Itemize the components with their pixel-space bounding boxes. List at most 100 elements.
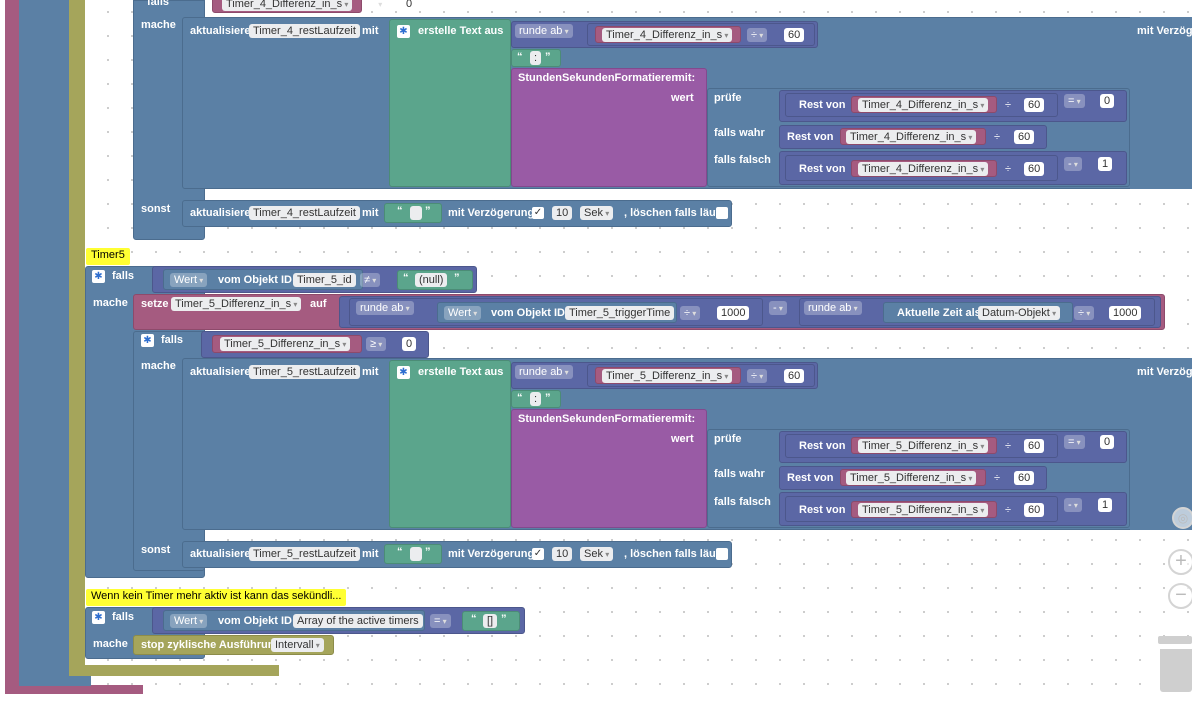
zoom-in-icon[interactable]: + <box>1168 549 1192 575</box>
num-sixty[interactable]: 60 <box>1024 98 1045 112</box>
delay-checkbox[interactable]: ✓ <box>532 548 544 560</box>
timer5-text-join[interactable] <box>389 360 511 528</box>
dd-intervall[interactable]: Intervall <box>271 638 324 652</box>
var-t5-id[interactable]: Timer_5_id <box>293 273 356 287</box>
comment-kein-timer[interactable]: Wenn kein Timer mehr aktiv ist kann das … <box>86 589 347 606</box>
op-div[interactable]: ÷ <box>680 306 701 320</box>
num-thousand[interactable]: 1000 <box>1109 306 1142 320</box>
clear-checkbox[interactable] <box>716 207 728 219</box>
quote-close-icon: ” <box>425 546 431 558</box>
var-t5-trigger[interactable]: Timer_5_triggerTime <box>565 306 675 320</box>
empty-text-field[interactable] <box>410 206 422 220</box>
op-div: ÷ <box>1005 99 1012 111</box>
kw-stunden: StundenSekundenFormatieren <box>518 413 679 425</box>
var-t5-rest[interactable]: Timer_5_restLaufzeit <box>249 365 360 379</box>
unit-sek[interactable]: Sek <box>580 547 614 561</box>
comment-timer5[interactable]: Timer5 <box>86 248 130 265</box>
gear-icon[interactable]: ✱ <box>92 611 105 624</box>
num-sixty[interactable]: 60 <box>784 28 805 42</box>
num-one[interactable]: 1 <box>1098 498 1113 512</box>
var-t4-diff[interactable]: Timer_4_Differenz_in_s <box>602 28 733 42</box>
unit-sek[interactable]: Sek <box>580 206 614 220</box>
gear-icon[interactable]: ✱ <box>92 270 105 283</box>
num-sixty[interactable]: 60 <box>1014 471 1035 485</box>
var-t4-diff[interactable]: Timer_4_Differenz_in_s <box>858 98 989 112</box>
dd-runde-ab[interactable]: runde ab <box>356 301 414 315</box>
var-t4-diff[interactable]: Timer_4_Differenz_in_s <box>222 0 353 11</box>
op-eq[interactable]: = <box>1064 435 1085 449</box>
var-t5-diff[interactable]: Timer_5_Differenz_in_s <box>846 471 977 485</box>
num-zero[interactable]: 0 <box>402 337 417 351</box>
var-t4-rest[interactable]: Timer_4_restLaufzeit <box>249 24 360 38</box>
var-t4-diff[interactable]: Timer_4_Differenz_in_s <box>858 162 989 176</box>
op-div[interactable]: ÷ <box>747 28 768 42</box>
op-minus[interactable]: - <box>1064 157 1082 171</box>
num-sixty[interactable]: 60 <box>1024 503 1045 517</box>
num-thousand[interactable]: 1000 <box>717 306 750 320</box>
text-empty-array[interactable]: [] <box>483 614 498 628</box>
op-gte[interactable]: ≥ <box>366 0 387 11</box>
num-sixty[interactable]: 60 <box>784 369 805 383</box>
num-zero[interactable]: 0 <box>1100 94 1115 108</box>
dd-datum-objekt[interactable]: Datum-Objekt <box>978 306 1061 320</box>
num-ten[interactable]: 10 <box>552 206 573 220</box>
op-minus[interactable]: - <box>1064 498 1082 512</box>
clear-checkbox[interactable] <box>716 548 728 560</box>
op-minus[interactable]: - <box>769 301 787 315</box>
dd-runde-ab[interactable]: runde ab <box>804 301 862 315</box>
kw-falls-falsch: falls falsch <box>714 496 771 508</box>
timer4-text-join[interactable] <box>389 19 511 187</box>
num-one[interactable]: 1 <box>1098 157 1113 171</box>
kw-erstelle-text: erstelle Text aus <box>418 366 504 378</box>
var-t5-diff[interactable]: Timer_5_Differenz_in_s <box>220 337 351 351</box>
dd-wert[interactable]: Wert <box>170 614 208 628</box>
op-div: ÷ <box>1005 504 1012 516</box>
trash-icon[interactable] <box>1158 636 1192 692</box>
op-div[interactable]: ÷ <box>747 369 768 383</box>
delay-checkbox[interactable]: ✓ <box>532 207 544 219</box>
kw-mit-verzoegerung: mit Verzögerung <box>448 548 535 560</box>
num-sixty[interactable]: 60 <box>1014 130 1035 144</box>
op-div: ÷ <box>1005 440 1012 452</box>
kw-loeschen: , löschen falls läuft <box>624 207 724 219</box>
dd-wert[interactable]: Wert <box>170 273 208 287</box>
text-colon[interactable]: : <box>530 392 542 406</box>
var-t5-diff[interactable]: Timer_5_Differenz_in_s <box>171 297 302 311</box>
op-div[interactable]: ÷ <box>1074 306 1095 320</box>
empty-text-field[interactable] <box>410 547 422 561</box>
text-colon[interactable]: : <box>530 51 542 65</box>
op-eq[interactable]: = <box>430 614 451 628</box>
gear-icon[interactable]: ✱ <box>397 25 410 38</box>
dd-wert[interactable]: Wert <box>444 306 482 320</box>
var-t5-rest[interactable]: Timer_5_restLaufzeit <box>249 547 360 561</box>
kw-aktualisiere: aktualisiere <box>190 548 251 560</box>
kw-vom-objekt-id: vom Objekt ID <box>218 615 292 627</box>
var-active-timers[interactable]: Array of the active timers <box>293 614 423 628</box>
text-null[interactable]: (null) <box>415 273 448 287</box>
num-ten[interactable]: 10 <box>552 547 573 561</box>
var-t4-diff[interactable]: Timer_4_Differenz_in_s <box>846 130 977 144</box>
var-t5-diff[interactable]: Timer_5_Differenz_in_s <box>602 369 733 383</box>
var-t5-diff[interactable]: Timer_5_Differenz_in_s <box>858 439 989 453</box>
gear-icon[interactable]: ✱ <box>397 366 410 379</box>
zoom-out-icon[interactable]: − <box>1168 583 1192 609</box>
timer4-procedure-call[interactable] <box>511 68 707 187</box>
op-eq[interactable]: = <box>1064 94 1085 108</box>
num-sixty[interactable]: 60 <box>1024 162 1045 176</box>
var-t4-rest[interactable]: Timer_4_restLaufzeit <box>249 206 360 220</box>
kw-mache: mache <box>93 638 128 650</box>
num-zero[interactable]: 0 <box>1100 435 1115 449</box>
num-zero[interactable]: 0 <box>402 0 417 11</box>
dd-runde-ab[interactable]: runde ab <box>515 24 573 38</box>
quote-open-icon: “ <box>397 205 403 217</box>
timer5-procedure-call[interactable] <box>511 409 707 528</box>
gear-icon[interactable]: ✱ <box>141 334 154 347</box>
quote-open-icon: “ <box>471 613 477 625</box>
dd-runde-ab[interactable]: runde ab <box>515 365 573 379</box>
op-neq[interactable]: ≠ <box>360 273 381 287</box>
op-gte[interactable]: ≥ <box>366 337 387 351</box>
num-sixty[interactable]: 60 <box>1024 439 1045 453</box>
var-t5-diff[interactable]: Timer_5_Differenz_in_s <box>858 503 989 517</box>
recenter-icon[interactable]: ◎ <box>1172 507 1192 529</box>
kw-pruefe: prüfe <box>714 433 742 445</box>
